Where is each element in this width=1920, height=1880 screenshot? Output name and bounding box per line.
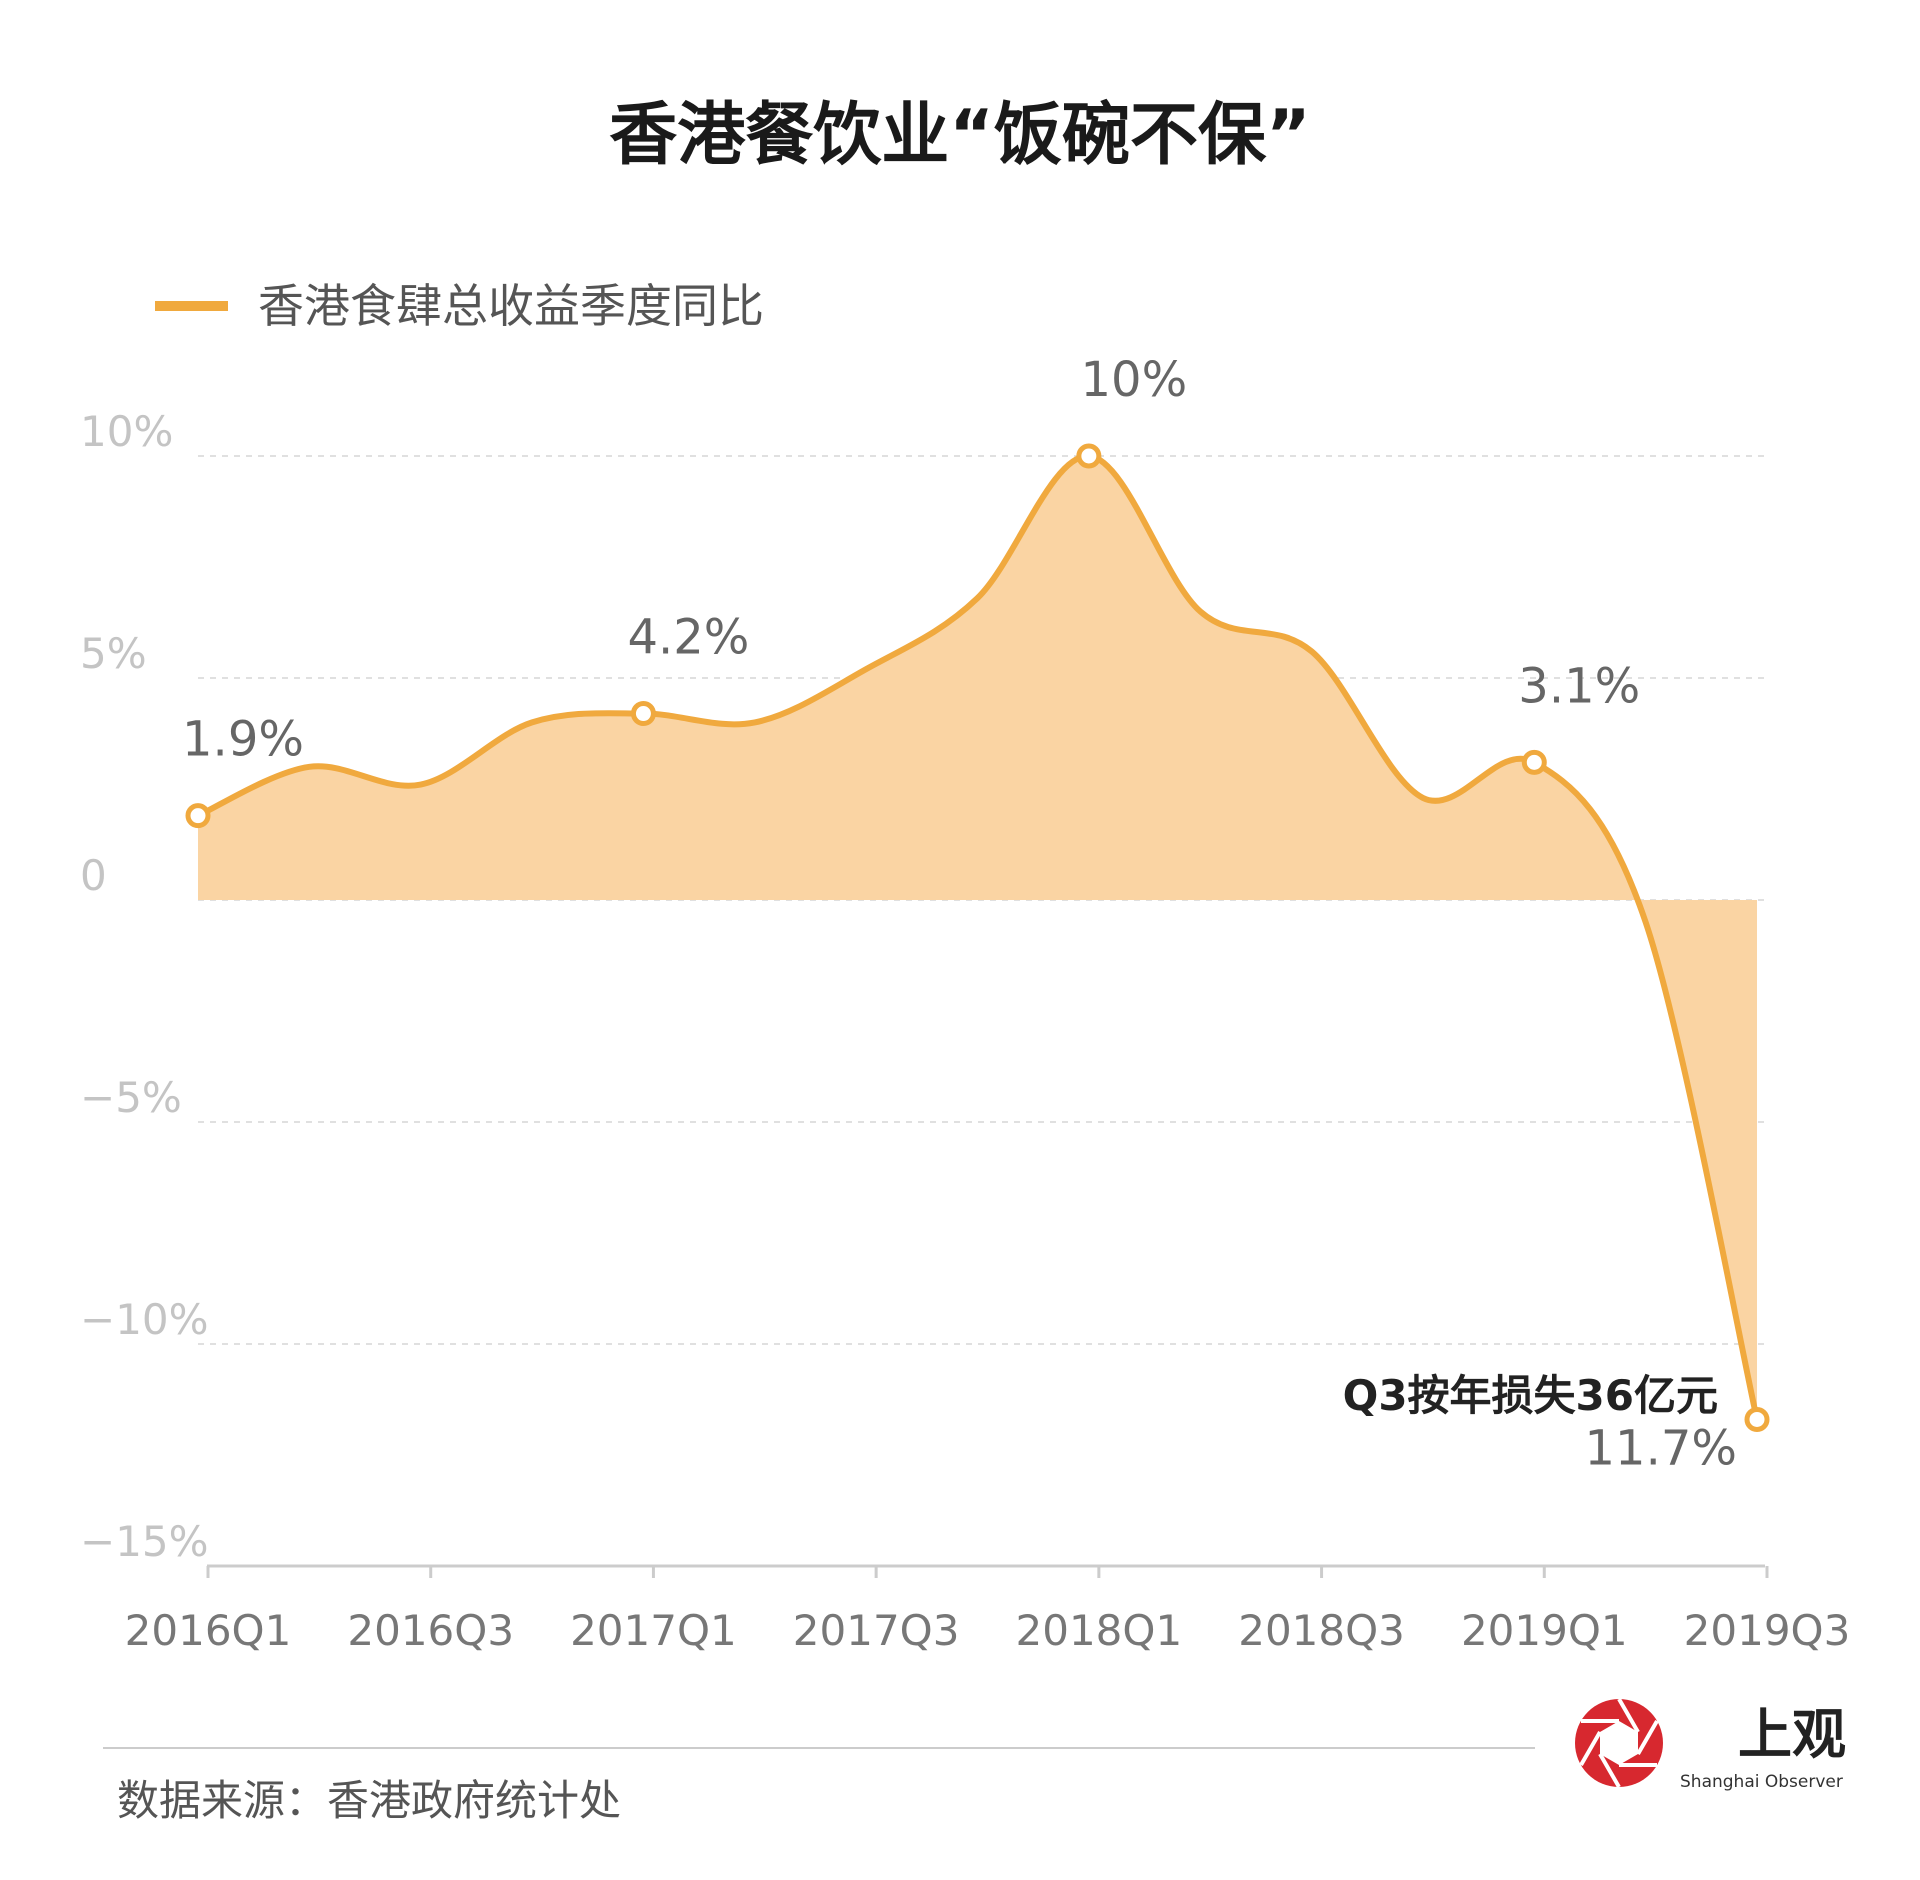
logo-chinese: 上观 (1738, 1702, 1846, 1766)
data-point-2016Q1 (185, 803, 211, 829)
data-labels: 1.9% 4.2% 10% 3.1% 11.7% (182, 352, 1737, 1476)
x-tick-label: 2016Q3 (347, 1606, 514, 1655)
source-text: 数据来源：香港政府统计处 (117, 1776, 621, 1825)
series-area (198, 455, 1757, 1420)
aperture-logo-icon (1575, 1698, 1663, 1788)
data-point-2019Q1 (1521, 749, 1547, 775)
data-label-2019Q1: 3.1% (1518, 658, 1640, 714)
y-tick-label: −10% (80, 1295, 209, 1344)
data-point-2019Q3 (1744, 1406, 1770, 1432)
series-line (196, 452, 1760, 1421)
data-label-2018Q1: 10% (1081, 352, 1188, 408)
data-point-2017Q1 (630, 701, 656, 727)
shanghai-observer-logo: 上观 Shanghai Observer (1575, 1698, 1846, 1792)
loss-annotation: Q3按年损失36亿元 (1343, 1371, 1718, 1420)
y-axis: 10% 5% 0 −5% −10% −15% (80, 407, 209, 1566)
x-tick-label: 2017Q1 (570, 1606, 737, 1655)
logo-english: Shanghai Observer (1680, 1772, 1843, 1792)
chart-title: 香港餐饮业“饭碗不保” (609, 96, 1310, 175)
x-tick-label: 2018Q1 (1016, 1606, 1183, 1655)
y-tick-label: 5% (80, 629, 147, 678)
y-tick-label: −5% (80, 1073, 182, 1122)
data-label-2017Q1: 4.2% (627, 610, 749, 666)
legend-label: 香港食肆总收益季度同比 (258, 279, 764, 333)
x-tick-label: 2017Q3 (793, 1606, 960, 1655)
y-tick-label: 10% (80, 407, 173, 456)
x-tick-label: 2019Q3 (1684, 1606, 1851, 1655)
data-label-2019Q3: 11.7% (1585, 1420, 1737, 1476)
data-points (185, 443, 1770, 1432)
x-axis: 2016Q1 2016Q3 2017Q1 2017Q3 2018Q1 2018Q3 2019… (125, 1564, 1851, 1655)
x-tick-label: 2016Q1 (125, 1606, 292, 1655)
data-label-2016Q1: 1.9% (182, 712, 304, 768)
data-point-2018Q1 (1076, 443, 1102, 469)
x-tick-label: 2018Q3 (1238, 1606, 1405, 1655)
y-tick-label: −15% (80, 1517, 209, 1566)
x-tick-label: 2019Q1 (1461, 1606, 1628, 1655)
y-tick-label: 0 (80, 851, 107, 900)
